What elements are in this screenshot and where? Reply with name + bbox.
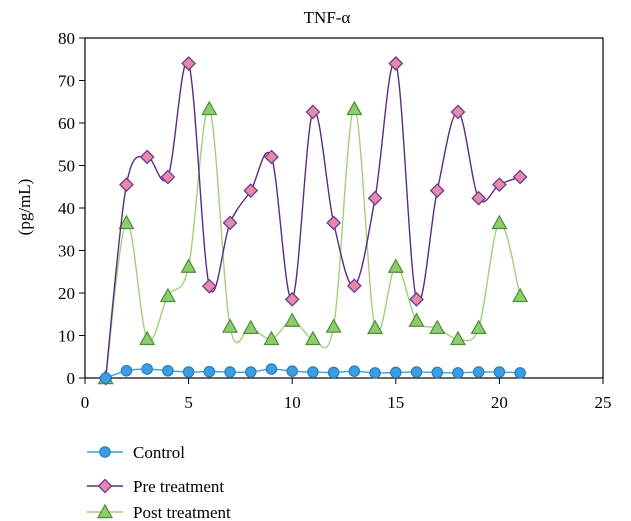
data-point-circle bbox=[431, 366, 444, 379]
data-point-triangle bbox=[367, 319, 384, 335]
data-point-triangle bbox=[387, 258, 404, 273]
y-tick-label: 20 bbox=[58, 284, 75, 303]
x-tick-label: 5 bbox=[184, 393, 193, 412]
data-point-diamond bbox=[139, 149, 155, 165]
data-point-diamond bbox=[388, 56, 404, 71]
data-point-diamond bbox=[429, 183, 445, 198]
data-point-circle bbox=[162, 364, 174, 377]
series-pre-treatment bbox=[98, 56, 528, 386]
legend-label: Post treatment bbox=[133, 503, 231, 521]
data-point-triangle bbox=[284, 312, 301, 327]
y-tick-label: 10 bbox=[58, 327, 75, 346]
legend-diamond-marker bbox=[97, 478, 113, 494]
data-point-circle bbox=[141, 363, 153, 375]
data-point-triangle bbox=[222, 318, 239, 333]
data-point-triangle bbox=[408, 312, 425, 327]
data-point-circle bbox=[514, 367, 526, 379]
legend-label: Control bbox=[133, 443, 185, 462]
x-tick-label: 25 bbox=[595, 393, 612, 412]
legend-label: Pre treatment bbox=[133, 477, 224, 496]
data-point-diamond bbox=[367, 190, 383, 206]
data-point-triangle bbox=[491, 214, 508, 230]
legend-item: Pre treatment bbox=[87, 477, 224, 496]
data-point-circle bbox=[327, 366, 340, 379]
data-point-circle bbox=[203, 365, 216, 378]
data-point-circle bbox=[369, 367, 381, 379]
data-point-triangle bbox=[242, 319, 259, 335]
x-tick-label: 15 bbox=[387, 393, 404, 412]
data-point-circle bbox=[120, 364, 133, 377]
data-point-diamond bbox=[471, 190, 487, 206]
data-point-diamond bbox=[326, 215, 342, 231]
data-point-diamond bbox=[346, 278, 362, 294]
x-tick-label: 20 bbox=[491, 393, 508, 412]
data-point-circle bbox=[286, 365, 298, 377]
legend: Control Pre treatment Post treatment bbox=[87, 443, 231, 521]
data-point-triangle bbox=[139, 330, 156, 346]
data-point-circle bbox=[472, 366, 485, 378]
series-control bbox=[99, 363, 526, 384]
data-point-circle bbox=[493, 366, 506, 378]
y-tick-label: 40 bbox=[58, 199, 75, 218]
data-point-triangle bbox=[180, 258, 197, 273]
data-point-diamond bbox=[119, 177, 134, 193]
y-axis-title: (pg/mL) bbox=[15, 179, 34, 236]
data-point-diamond bbox=[264, 149, 279, 165]
data-point-circle bbox=[307, 366, 319, 378]
legend-item: Post treatment bbox=[87, 503, 231, 521]
data-point-diamond bbox=[222, 215, 238, 231]
data-point-circle bbox=[182, 366, 195, 378]
data-point-circle bbox=[452, 367, 464, 379]
y-tick-label: 50 bbox=[58, 157, 75, 176]
legend-item: Control bbox=[87, 443, 185, 462]
series-layer bbox=[97, 56, 529, 386]
chart-title: TNF-α bbox=[304, 8, 351, 27]
data-point-diamond bbox=[491, 177, 507, 193]
x-tick-label: 0 bbox=[81, 393, 90, 412]
y-tick-label: 30 bbox=[58, 242, 75, 261]
data-point-circle bbox=[265, 363, 278, 375]
y-tick-label: 80 bbox=[58, 29, 75, 48]
data-point-diamond bbox=[512, 169, 528, 185]
data-point-circle bbox=[389, 366, 402, 379]
y-axis-ticks: 0 10 20 30 40 50 60 70 80 bbox=[58, 29, 85, 388]
data-point-triangle bbox=[263, 330, 280, 346]
data-point-triangle bbox=[159, 287, 176, 303]
data-point-triangle bbox=[429, 319, 446, 335]
series-post-treatment bbox=[97, 100, 529, 385]
data-point-circle bbox=[224, 366, 236, 378]
x-axis-ticks: 0 5 10 15 20 25 bbox=[81, 378, 612, 412]
data-point-diamond bbox=[160, 169, 176, 185]
data-point-circle bbox=[244, 366, 257, 378]
data-point-diamond bbox=[243, 183, 259, 198]
data-point-triangle bbox=[304, 330, 321, 346]
legend-triangle-marker bbox=[96, 503, 114, 519]
y-tick-label: 70 bbox=[58, 72, 75, 91]
data-point-diamond bbox=[305, 104, 321, 120]
data-point-triangle bbox=[470, 319, 487, 335]
y-tick-label: 0 bbox=[67, 369, 76, 388]
data-point-circle bbox=[348, 365, 361, 377]
data-point-diamond bbox=[201, 278, 217, 294]
data-point-diamond bbox=[181, 56, 197, 71]
data-point-circle bbox=[410, 366, 423, 378]
data-point-diamond bbox=[284, 291, 300, 307]
data-point-triangle bbox=[449, 330, 466, 346]
data-point-triangle bbox=[325, 318, 342, 333]
data-point-circle bbox=[99, 372, 112, 384]
data-point-triangle bbox=[346, 100, 363, 116]
legend-circle-marker bbox=[99, 446, 111, 458]
x-tick-label: 10 bbox=[284, 393, 301, 412]
data-point-diamond bbox=[409, 291, 424, 307]
y-tick-label: 60 bbox=[58, 114, 75, 133]
data-point-triangle bbox=[118, 214, 135, 230]
data-point-diamond bbox=[450, 104, 466, 120]
data-point-triangle bbox=[201, 100, 218, 116]
data-point-triangle bbox=[512, 287, 529, 303]
